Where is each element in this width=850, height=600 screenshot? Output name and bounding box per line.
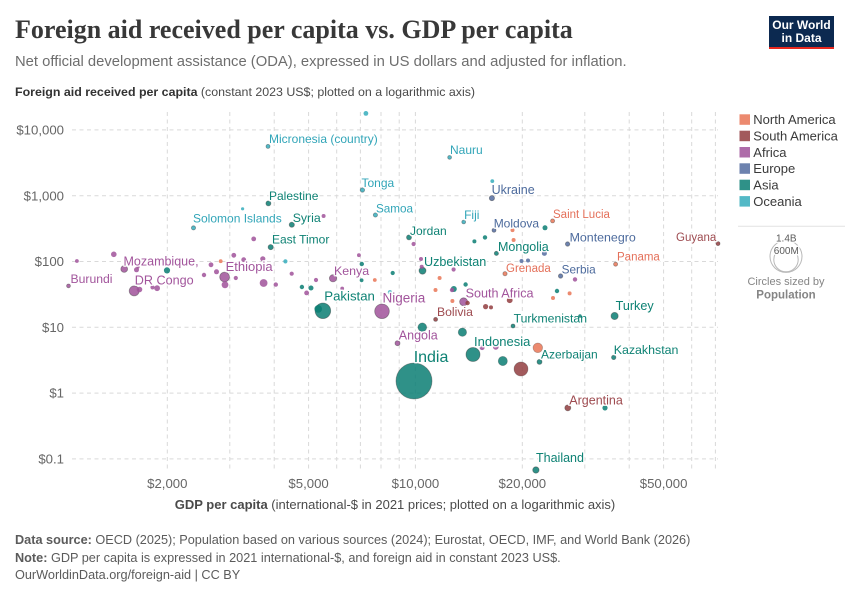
svg-text:Ukraine: Ukraine: [492, 183, 535, 197]
svg-text:Moldova: Moldova: [494, 216, 540, 230]
svg-text:Argentina: Argentina: [569, 394, 623, 408]
svg-text:Circles sized by: Circles sized by: [747, 276, 825, 288]
svg-text:$10,000: $10,000: [16, 123, 64, 138]
svg-text:Fiji: Fiji: [464, 208, 479, 222]
svg-text:Syria: Syria: [293, 211, 321, 225]
svg-text:Samoa: Samoa: [376, 203, 414, 216]
svg-text:Panama: Panama: [617, 252, 660, 264]
svg-text:Grenada: Grenada: [506, 263, 551, 275]
svg-text:Indonesia: Indonesia: [474, 334, 531, 349]
svg-text:$0.1: $0.1: [38, 452, 64, 467]
svg-text:Turkmenistan: Turkmenistan: [514, 311, 587, 325]
svg-text:DR Congo: DR Congo: [135, 273, 194, 287]
svg-text:Bolivia: Bolivia: [437, 305, 473, 319]
svg-text:Palestine: Palestine: [269, 189, 319, 203]
svg-text:$10: $10: [42, 320, 64, 335]
svg-text:Tonga: Tonga: [362, 176, 395, 190]
svg-text:Saint Lucia: Saint Lucia: [553, 209, 611, 221]
svg-text:Micronesia (country): Micronesia (country): [269, 132, 378, 146]
svg-text:Thailand: Thailand: [536, 451, 584, 465]
svg-text:Europe: Europe: [753, 161, 795, 176]
svg-text:Kazakhstan: Kazakhstan: [614, 343, 679, 357]
svg-text:600M: 600M: [774, 246, 799, 257]
svg-text:Nauru: Nauru: [450, 143, 483, 157]
svg-text:1.4B: 1.4B: [776, 233, 797, 244]
svg-text:North America: North America: [753, 112, 836, 127]
svg-text:South America: South America: [753, 129, 838, 144]
svg-text:$1,000: $1,000: [24, 188, 64, 203]
svg-text:Oceania: Oceania: [753, 194, 802, 209]
svg-text:$10,000: $10,000: [392, 476, 440, 491]
svg-text:Ethiopia: Ethiopia: [226, 259, 274, 274]
svg-text:Guyana: Guyana: [676, 232, 717, 244]
svg-text:Solomon Islands: Solomon Islands: [193, 212, 282, 226]
svg-text:Angola: Angola: [399, 328, 438, 342]
svg-text:Kenya: Kenya: [334, 264, 369, 278]
svg-text:South Africa: South Africa: [466, 286, 534, 300]
svg-text:Nigeria: Nigeria: [383, 291, 426, 306]
svg-text:Burundi: Burundi: [71, 272, 113, 286]
svg-text:Montenegro: Montenegro: [570, 230, 636, 244]
svg-text:Asia: Asia: [753, 178, 779, 193]
svg-text:Uzbekistan: Uzbekistan: [424, 255, 486, 269]
svg-text:Population: Population: [756, 289, 815, 301]
svg-text:Mongolia: Mongolia: [498, 240, 549, 254]
svg-text:$2,000: $2,000: [147, 476, 187, 491]
svg-text:$1: $1: [49, 386, 64, 401]
svg-text:$20,000: $20,000: [498, 476, 546, 491]
svg-text:India: India: [414, 349, 449, 366]
svg-text:Serbia: Serbia: [562, 263, 597, 277]
svg-text:Pakistan: Pakistan: [324, 289, 375, 304]
svg-text:$100: $100: [35, 254, 64, 269]
svg-text:Turkey: Turkey: [616, 299, 655, 313]
svg-text:Mozambique,: Mozambique,: [124, 255, 199, 269]
svg-text:Jordan: Jordan: [410, 224, 447, 238]
svg-text:$5,000: $5,000: [288, 476, 328, 491]
svg-text:Azerbaijan: Azerbaijan: [541, 347, 598, 361]
svg-text:$50,000: $50,000: [640, 476, 688, 491]
svg-text:Africa: Africa: [753, 145, 787, 160]
svg-text:East Timor: East Timor: [272, 232, 329, 246]
